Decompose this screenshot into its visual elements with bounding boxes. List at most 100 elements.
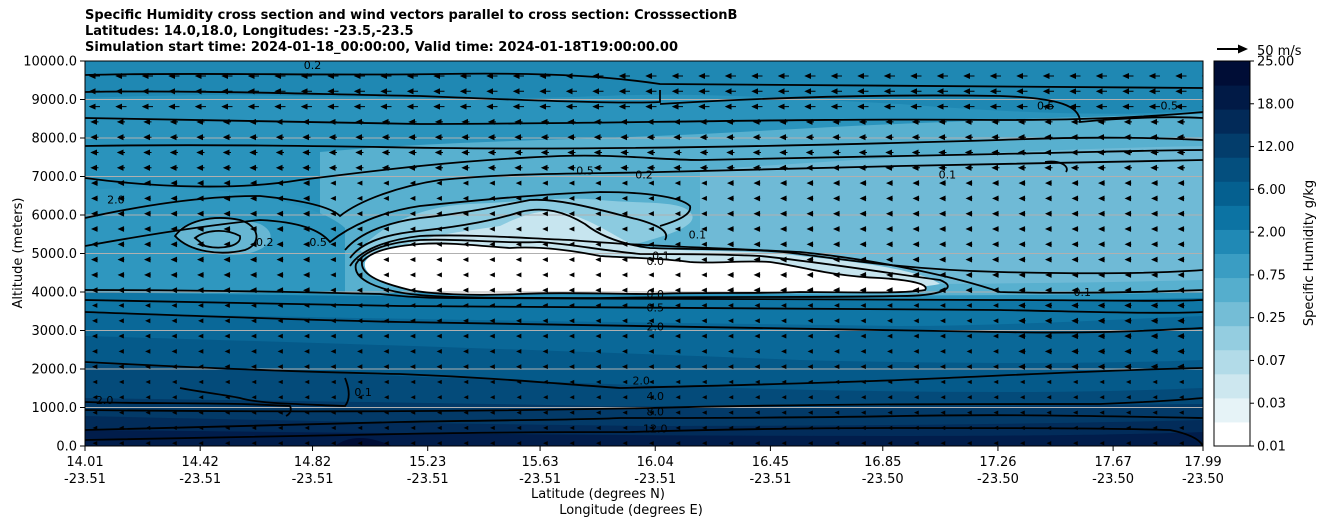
wind-vector <box>115 88 127 95</box>
wind-vector <box>593 134 602 141</box>
wind-vector <box>727 210 734 217</box>
wind-vector <box>1046 395 1052 400</box>
wind-vector <box>671 103 683 110</box>
wind-vector <box>462 241 469 247</box>
wind-vector <box>115 103 127 110</box>
wind-vector <box>965 256 973 263</box>
wind-vector <box>646 134 655 141</box>
wind-vector <box>1201 75 1203 77</box>
wind-vector <box>883 88 895 95</box>
wind-vector <box>91 256 98 263</box>
wind-vector <box>1045 256 1052 263</box>
wind-vector <box>964 134 973 141</box>
contour-line <box>85 414 1203 431</box>
wind-vector <box>780 287 787 294</box>
wind-vector <box>1046 441 1052 446</box>
wind-vector <box>250 195 257 202</box>
x-axis: 14.01 -23.51 14.42 -23.51 14.82 -23.51 15.23 -2… <box>64 446 1224 487</box>
wind-vector <box>383 226 389 232</box>
wind-vector <box>755 395 760 400</box>
wind-vector <box>593 149 602 156</box>
wind-vector <box>1097 363 1105 370</box>
y-tick-label: 1000.0 <box>32 401 78 416</box>
wind-vector <box>649 379 654 385</box>
wind-vector <box>701 287 707 293</box>
wind-vector <box>543 395 548 400</box>
wind-vector <box>648 195 654 201</box>
wind-vector <box>383 180 389 186</box>
wind-vector <box>702 395 707 400</box>
wind-vector <box>198 333 204 339</box>
wind-vector <box>490 441 495 446</box>
wind-vector <box>1018 363 1026 370</box>
wind-vector <box>1097 348 1105 355</box>
wind-vector <box>409 180 416 186</box>
wind-vector <box>939 271 946 278</box>
wind-vector <box>1177 348 1185 355</box>
wind-vector <box>276 287 284 294</box>
wind-vector <box>645 88 657 95</box>
wind-vector <box>967 441 972 446</box>
wind-vector <box>194 88 206 95</box>
wind-vector <box>278 425 283 431</box>
wind-vector <box>595 211 601 217</box>
wind-vector <box>912 241 920 248</box>
wind-vector <box>940 425 946 431</box>
wind-vector <box>542 364 548 370</box>
wind-vector <box>437 425 442 431</box>
wind-vector <box>701 195 707 201</box>
wind-vector <box>1124 180 1132 187</box>
wind-vector <box>1151 241 1158 248</box>
wind-vector <box>1205 349 1211 354</box>
wind-vector <box>1018 302 1026 309</box>
wind-vector <box>303 287 310 294</box>
wind-vector <box>992 180 999 187</box>
wind-vector <box>1070 149 1079 156</box>
wind-vector <box>675 379 681 385</box>
wind-vector <box>648 364 654 370</box>
wind-vector <box>728 349 734 354</box>
wind-vector <box>515 287 522 293</box>
wind-vector <box>1042 88 1054 95</box>
wind-vector <box>621 211 628 217</box>
wind-vector <box>116 118 125 125</box>
wind-vector <box>595 226 601 232</box>
wind-vector <box>1150 317 1158 324</box>
wind-vector <box>753 287 761 294</box>
wind-vector <box>675 410 681 415</box>
wind-vector <box>886 210 893 217</box>
wind-vector <box>887 425 893 431</box>
wind-vector <box>196 118 205 125</box>
x-tick-label-lat: 14.82 <box>294 455 331 470</box>
wind-vector <box>833 180 840 187</box>
wind-vector <box>860 318 866 324</box>
wind-vector <box>965 180 973 187</box>
wind-vector <box>781 410 787 415</box>
wind-vector <box>462 287 469 293</box>
wind-vector <box>780 180 787 187</box>
wind-vector <box>702 441 707 446</box>
wind-vector <box>568 272 575 278</box>
wind-vector <box>197 256 204 263</box>
colorbar-segment <box>1214 157 1250 182</box>
wind-vector <box>462 272 469 278</box>
wind-vector <box>1018 226 1026 232</box>
wind-vector <box>197 287 204 294</box>
wind-vector <box>752 118 761 125</box>
wind-vector <box>1071 333 1079 340</box>
wind-vector <box>940 410 946 415</box>
wind-vector <box>727 271 734 278</box>
wind-vector <box>592 103 604 110</box>
wind-vector <box>250 256 257 263</box>
wind-vector <box>567 118 576 125</box>
wind-vector <box>119 379 124 385</box>
wind-vector <box>91 241 98 248</box>
wind-vector <box>993 333 999 339</box>
x-tick-label-lon: -23.51 <box>407 472 449 487</box>
wind-vector <box>726 149 735 156</box>
wind-vector <box>1018 271 1026 278</box>
wind-vector <box>1071 363 1079 370</box>
wind-vector <box>251 410 257 415</box>
wind-vector <box>489 318 495 324</box>
wind-vector <box>595 333 601 339</box>
